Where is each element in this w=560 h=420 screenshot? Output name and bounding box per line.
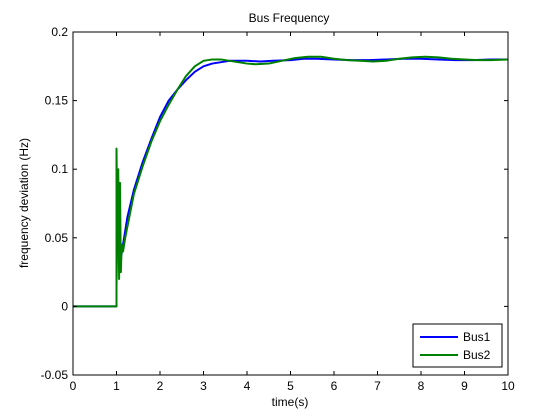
y-tick-label: 0.05 — [45, 231, 69, 245]
y-tick-label: 0.1 — [51, 162, 68, 176]
legend-label-bus2: Bus2 — [463, 348, 491, 362]
x-axis-title: time(s) — [272, 395, 309, 409]
series-layer — [73, 55, 508, 308]
x-tick-label: 3 — [200, 379, 207, 393]
x-tick-label: 6 — [331, 379, 338, 393]
legend: Bus1 Bus2 — [412, 323, 503, 368]
plot-area — [73, 32, 508, 375]
x-tick-label: 9 — [461, 379, 468, 393]
legend-box — [412, 323, 503, 368]
legend-label-bus1: Bus1 — [463, 330, 491, 344]
series-line-bus2 — [73, 55, 508, 308]
y-tick-label: 0 — [61, 299, 68, 313]
y-tick-label: 0.2 — [51, 25, 68, 39]
x-tick-label: 5 — [287, 379, 294, 393]
x-tick-label: 4 — [244, 379, 251, 393]
x-tick-label: 2 — [157, 379, 164, 393]
x-tick-label: 10 — [501, 379, 515, 393]
chart-title: Bus Frequency — [249, 11, 330, 25]
x-tick-label: 8 — [418, 379, 425, 393]
x-tick-label: 1 — [113, 379, 120, 393]
y-axis-title: frequency deviation (Hz) — [17, 138, 31, 268]
y-tick-label: 0.15 — [45, 94, 69, 108]
x-tick-label: 0 — [70, 379, 77, 393]
y-tick-label: -0.05 — [41, 368, 69, 382]
x-tick-label: 7 — [374, 379, 381, 393]
